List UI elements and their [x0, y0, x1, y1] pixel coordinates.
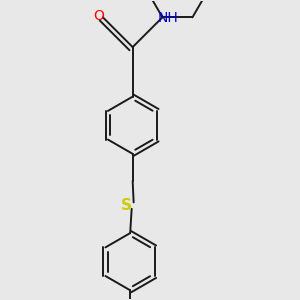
Text: NH: NH [158, 11, 179, 25]
Text: S: S [121, 198, 132, 213]
Text: O: O [94, 9, 104, 23]
